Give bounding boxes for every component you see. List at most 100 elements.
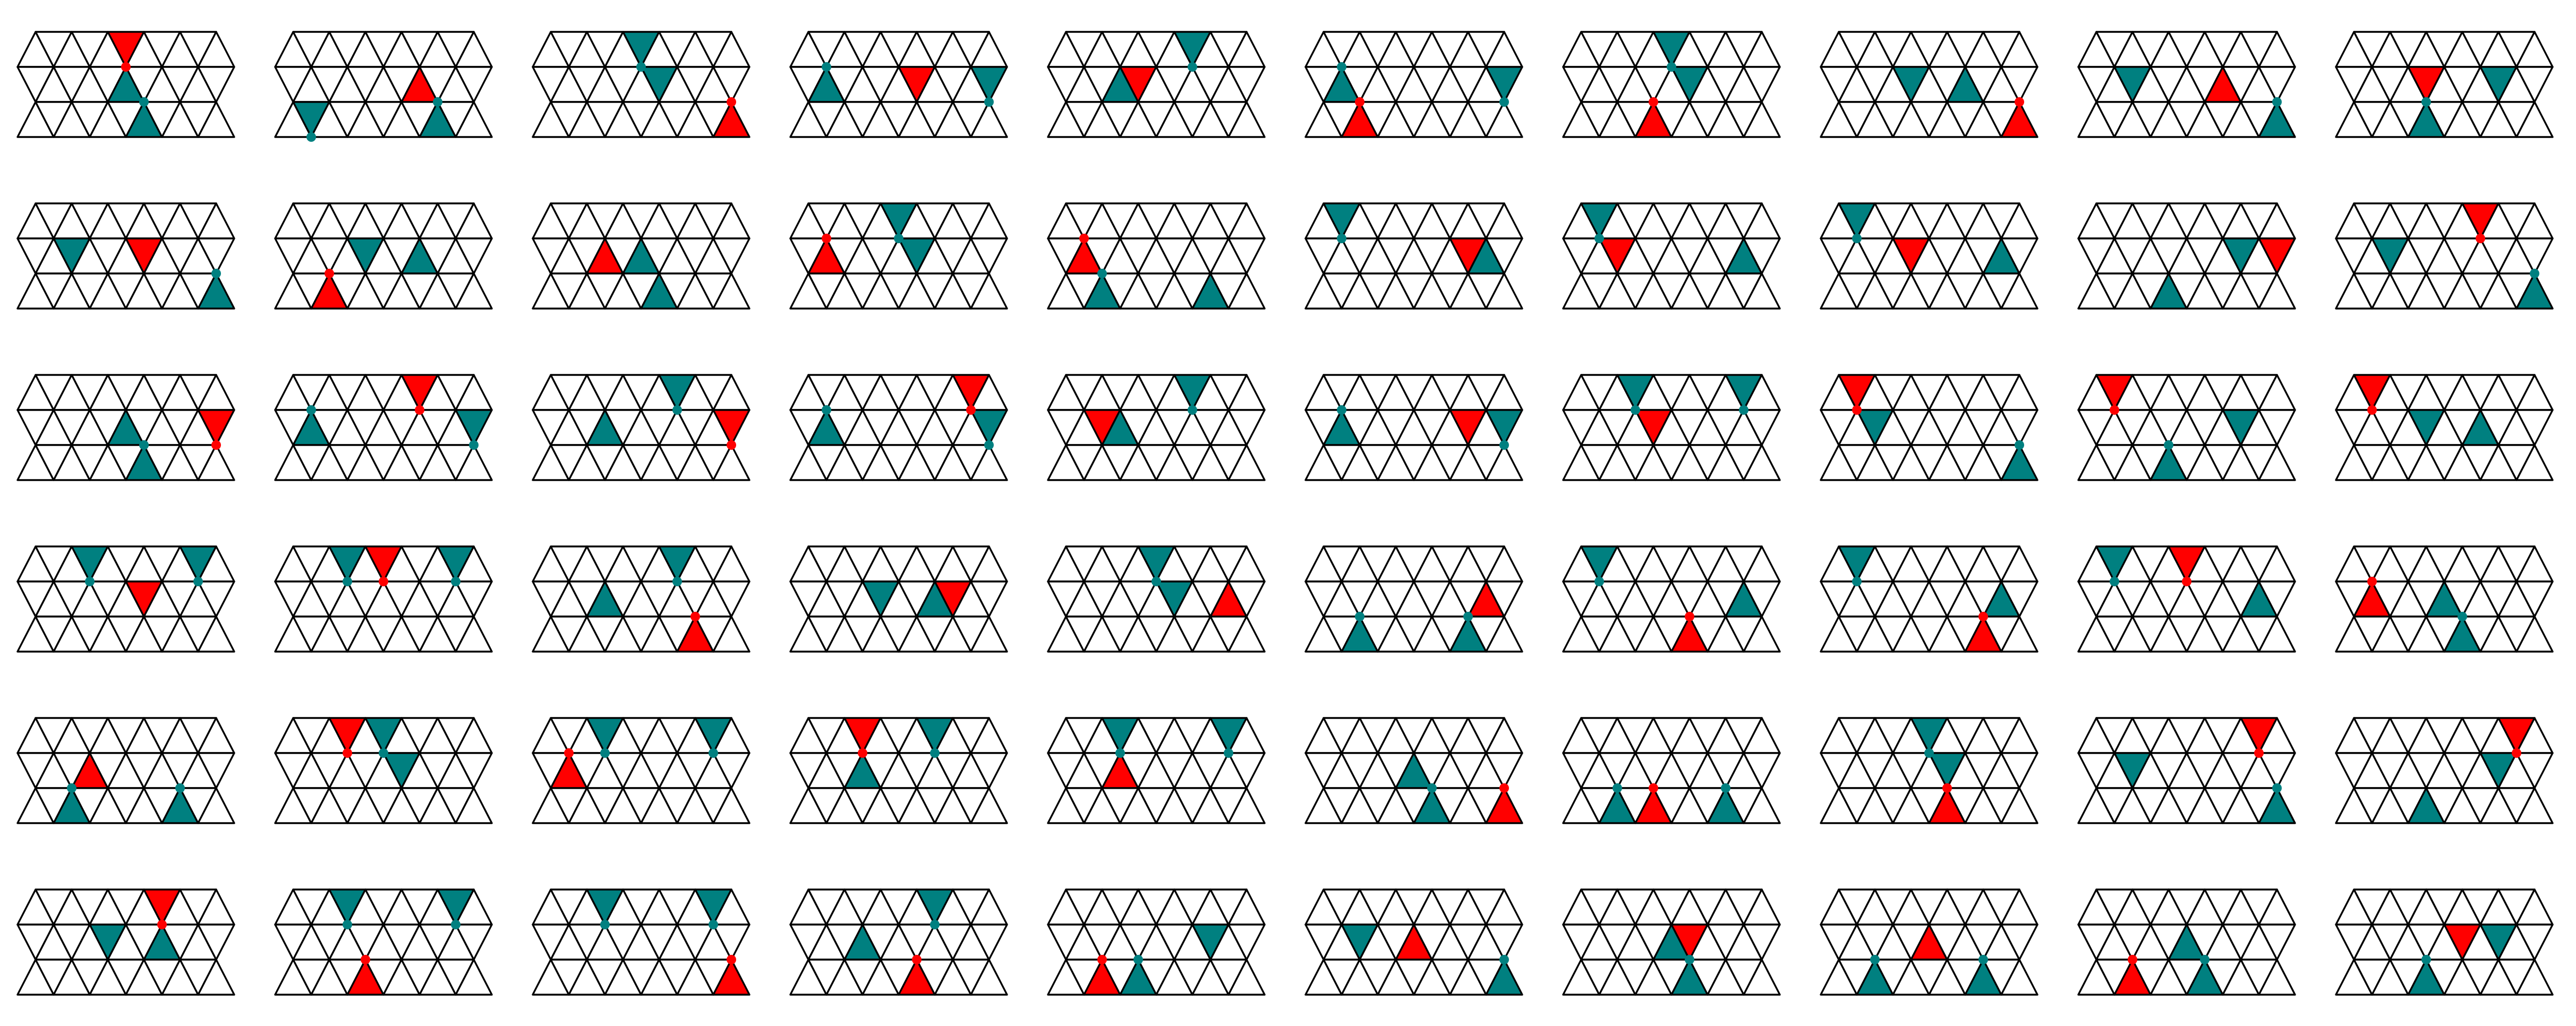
teal-peg-dot xyxy=(1133,955,1143,964)
lattice-triangle xyxy=(455,959,493,996)
teal-peg-dot xyxy=(600,920,610,929)
puzzle-panel xyxy=(1304,717,1523,824)
puzzle-panel xyxy=(16,31,235,138)
puzzle-panel xyxy=(2077,717,2296,824)
red-peg-dot xyxy=(1499,783,1509,793)
puzzle-panel xyxy=(1304,374,1523,481)
puzzle-panel xyxy=(274,545,493,653)
lattice-triangle xyxy=(1227,752,1266,789)
teal-peg-dot xyxy=(1188,405,1197,415)
lattice-triangle xyxy=(1227,924,1266,961)
lattice-triangle xyxy=(970,444,1008,481)
puzzle-panel xyxy=(274,31,493,142)
teal-triangle xyxy=(1485,409,1523,446)
teal-peg-dot xyxy=(1224,748,1233,758)
teal-peg-dot xyxy=(67,783,76,793)
lattice-triangle xyxy=(197,444,235,481)
puzzle-panel xyxy=(1304,545,1523,653)
teal-peg-dot xyxy=(343,577,352,586)
puzzle-panel xyxy=(2335,717,2554,824)
teal-peg-dot xyxy=(451,920,460,929)
teal-peg-dot xyxy=(1852,577,1862,586)
teal-peg-dot xyxy=(984,440,994,450)
teal-peg-dot xyxy=(930,748,940,758)
teal-peg-dot xyxy=(193,577,203,586)
teal-peg-dot xyxy=(1355,612,1364,621)
puzzle-panel xyxy=(1047,374,1266,481)
red-peg-dot xyxy=(2512,748,2521,758)
teal-peg-dot xyxy=(469,440,479,450)
puzzle-panel xyxy=(274,202,493,310)
red-peg-dot xyxy=(1685,612,1694,621)
red-peg-dot xyxy=(361,955,370,964)
teal-peg-dot xyxy=(1852,234,1862,243)
teal-peg-dot xyxy=(451,577,460,586)
puzzle-panel xyxy=(16,545,235,653)
red-peg-dot xyxy=(912,955,922,964)
teal-peg-dot xyxy=(822,62,831,72)
lattice-triangle xyxy=(2258,959,2296,996)
puzzle-panel xyxy=(789,374,1008,481)
teal-peg-dot xyxy=(1594,234,1604,243)
lattice-triangle xyxy=(197,101,235,138)
teal-peg-dot xyxy=(2530,269,2539,278)
puzzle-panel xyxy=(2335,888,2554,996)
red-triangle xyxy=(712,409,750,446)
lattice-triangle xyxy=(712,444,750,481)
puzzle-panel xyxy=(2077,31,2296,138)
teal-peg-dot xyxy=(2110,577,2119,586)
lattice-triangle xyxy=(2000,959,2038,996)
teal-triangle xyxy=(2000,444,2038,481)
puzzle-panel xyxy=(2335,31,2554,138)
lattice-triangle xyxy=(1743,66,1781,103)
lattice-triangle xyxy=(1227,409,1266,446)
puzzle-panel xyxy=(2335,545,2554,653)
lattice-triangle xyxy=(970,580,1008,618)
teal-triangle xyxy=(455,409,493,446)
teal-peg-dot xyxy=(1685,955,1694,964)
puzzle-panel xyxy=(1820,888,2038,996)
lattice-triangle xyxy=(1227,237,1266,275)
lattice-triangle xyxy=(2515,924,2554,961)
red-peg-dot xyxy=(822,234,831,243)
puzzle-panel xyxy=(1562,545,1781,653)
puzzle-panel xyxy=(1820,31,2038,138)
lattice-triangle xyxy=(1743,959,1781,996)
red-triangle xyxy=(2258,237,2296,275)
lattice-triangle xyxy=(1227,615,1266,653)
lattice-triangle xyxy=(455,237,493,275)
red-triangle xyxy=(1485,787,1523,824)
lattice-triangle xyxy=(2515,101,2554,138)
lattice-triangle xyxy=(1743,237,1781,275)
lattice-triangle xyxy=(712,752,750,789)
teal-peg-dot xyxy=(2200,955,2210,964)
red-peg-dot xyxy=(858,748,867,758)
lattice-triangle xyxy=(2258,272,2296,310)
red-peg-dot xyxy=(211,440,221,450)
puzzle-panel xyxy=(532,31,750,138)
teal-peg-dot xyxy=(1721,783,1730,793)
lattice-triangle xyxy=(970,787,1008,824)
puzzle-panel xyxy=(2335,202,2554,310)
lattice-triangle xyxy=(712,272,750,310)
lattice-triangle xyxy=(2000,272,2038,310)
lattice-triangle xyxy=(1227,101,1266,138)
lattice-triangle xyxy=(455,787,493,824)
puzzle-panel xyxy=(1562,717,1781,824)
lattice-triangle xyxy=(1485,580,1523,618)
red-peg-dot xyxy=(1942,783,1952,793)
red-peg-dot xyxy=(2128,955,2137,964)
puzzle-panel xyxy=(789,545,1008,653)
teal-peg-dot xyxy=(306,405,316,415)
lattice-triangle xyxy=(2258,924,2296,961)
lattice-triangle xyxy=(1227,444,1266,481)
red-peg-dot xyxy=(157,920,167,929)
red-peg-dot xyxy=(727,440,736,450)
lattice-triangle xyxy=(2258,409,2296,446)
lattice-triangle xyxy=(970,101,1008,138)
red-peg-dot xyxy=(2182,577,2191,586)
teal-peg-dot xyxy=(1870,955,1880,964)
red-peg-dot xyxy=(1649,783,1658,793)
teal-peg-dot xyxy=(343,920,352,929)
lattice-triangle xyxy=(2515,237,2554,275)
